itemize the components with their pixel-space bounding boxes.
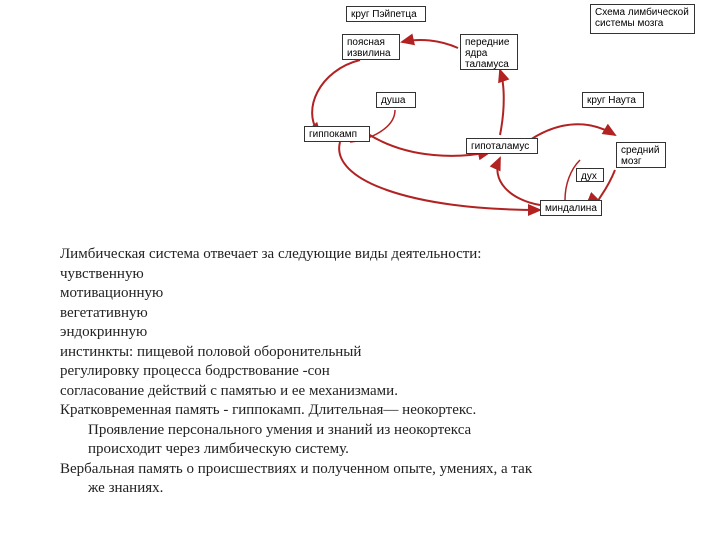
text-line-0: Лимбическая система отвечает за следующи…: [60, 245, 680, 265]
node-amygdala: миндалина: [540, 200, 602, 216]
node-circle_papez: круг Пэйпетца: [346, 6, 426, 22]
text-line-12: же знаниях.: [60, 479, 680, 499]
text-line-6: регулировку процесса бодрствование -сон: [60, 362, 680, 382]
arc-2: [500, 70, 504, 135]
node-hippocampus: гиппокамп: [304, 126, 370, 142]
node-gyrus: поясная извилина: [342, 34, 400, 60]
text-line-7: согласование действий с памятью и ее мех…: [60, 382, 680, 402]
body-text: Лимбическая система отвечает за следующи…: [60, 245, 680, 499]
arc-7: [497, 158, 540, 205]
node-thalamus: передние ядра таламуса: [460, 34, 518, 70]
node-midbrain: средний мозг: [616, 142, 666, 168]
node-title_scheme: Схема лимбической системы мозга: [590, 4, 695, 34]
arc-0: [312, 60, 360, 135]
text-line-1: чувственную: [60, 265, 680, 285]
text-line-9: Проявление персонального умения и знаний…: [60, 421, 680, 441]
arc-5: [530, 124, 615, 140]
node-hypothalamus: гипоталамус: [466, 138, 538, 154]
limbic-diagram: Схема лимбической системы мозга круг Пэйп…: [200, 0, 700, 230]
node-spirit: дух: [576, 168, 604, 182]
arc-3: [402, 40, 458, 48]
node-nauta: круг Наута: [582, 92, 644, 108]
text-line-4: эндокринную: [60, 323, 680, 343]
text-line-10: происходит через лимбическую систему.: [60, 440, 680, 460]
node-soul: душа: [376, 92, 416, 108]
text-line-5: инстинкты: пищевой половой оборонительны…: [60, 343, 680, 363]
text-line-3: вегетативную: [60, 304, 680, 324]
text-line-2: мотивационную: [60, 284, 680, 304]
diagram-arrows: [200, 0, 700, 230]
text-line-8: Кратковременная память - гиппокамп. Длит…: [60, 401, 680, 421]
text-line-11: Вербальная память о происшествиях и полу…: [60, 460, 680, 480]
